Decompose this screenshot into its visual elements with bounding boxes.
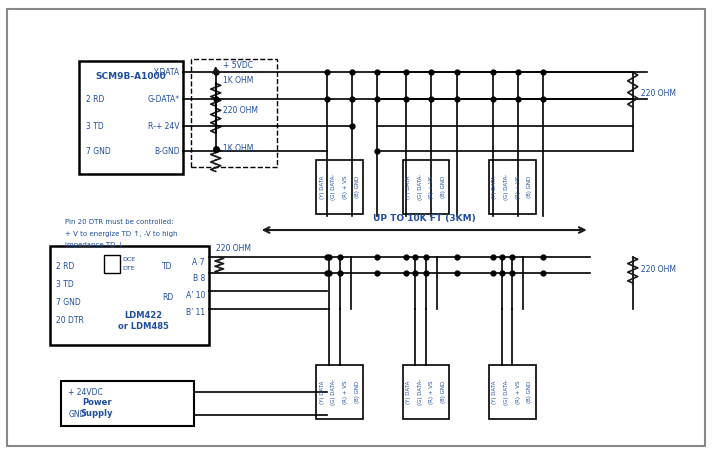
Text: (B) GND: (B) GND xyxy=(354,381,360,404)
Text: (Y) DATA: (Y) DATA xyxy=(406,175,411,199)
Text: (R) + VS: (R) + VS xyxy=(516,381,521,404)
Text: + 24VDC: + 24VDC xyxy=(68,388,103,397)
FancyBboxPatch shape xyxy=(104,255,120,273)
Text: 2 RD: 2 RD xyxy=(86,95,105,104)
Text: DTE: DTE xyxy=(122,266,135,271)
Text: B 8: B 8 xyxy=(193,274,205,283)
Text: 220 OHM: 220 OHM xyxy=(641,89,677,98)
FancyBboxPatch shape xyxy=(489,160,536,214)
Text: R-+ 24V: R-+ 24V xyxy=(148,122,180,131)
Text: 20 DTR: 20 DTR xyxy=(56,316,84,325)
FancyBboxPatch shape xyxy=(316,160,363,214)
Text: B-GND: B-GND xyxy=(154,147,180,156)
FancyBboxPatch shape xyxy=(316,365,363,419)
Text: 7 GND: 7 GND xyxy=(56,298,81,307)
FancyBboxPatch shape xyxy=(79,61,183,174)
Text: 1K OHM: 1K OHM xyxy=(223,76,253,85)
Text: (R) + VS: (R) + VS xyxy=(429,381,434,404)
Text: (B) GND: (B) GND xyxy=(441,381,446,404)
Text: (G) DATA-: (G) DATA- xyxy=(331,174,336,200)
Text: A 7: A 7 xyxy=(193,258,205,267)
Text: + 5VDC: + 5VDC xyxy=(223,61,253,70)
Text: 2 RD: 2 RD xyxy=(56,262,75,271)
FancyBboxPatch shape xyxy=(61,381,194,426)
Text: A' 10: A' 10 xyxy=(186,291,205,300)
Text: (G) DATA-: (G) DATA- xyxy=(504,174,509,200)
Text: DCE: DCE xyxy=(122,257,135,262)
Text: (R) + VS: (R) + VS xyxy=(343,175,348,199)
Text: LDM422: LDM422 xyxy=(124,311,163,320)
Text: (Y) DATA: (Y) DATA xyxy=(320,381,325,404)
Text: 220 OHM: 220 OHM xyxy=(641,265,677,274)
FancyBboxPatch shape xyxy=(489,365,536,419)
Text: Y-DATA: Y-DATA xyxy=(154,68,180,77)
FancyBboxPatch shape xyxy=(50,246,209,345)
Text: (B) GND: (B) GND xyxy=(441,176,446,198)
Text: 1K OHM: 1K OHM xyxy=(223,144,253,153)
Text: Power
Supply: Power Supply xyxy=(81,398,114,418)
Text: UP TO 10K FT (3KM): UP TO 10K FT (3KM) xyxy=(373,214,475,223)
Text: 7 GND: 7 GND xyxy=(86,147,111,156)
Text: Pin 20 DTR must be controlled:: Pin 20 DTR must be controlled: xyxy=(65,220,173,226)
FancyBboxPatch shape xyxy=(403,365,449,419)
Text: (Y) DATA: (Y) DATA xyxy=(493,381,498,404)
Text: (Y) DATA: (Y) DATA xyxy=(493,175,498,199)
Text: G-DATA*: G-DATA* xyxy=(147,95,180,104)
Text: (Y) DATA: (Y) DATA xyxy=(320,175,325,199)
FancyBboxPatch shape xyxy=(403,160,449,214)
Text: (G) DATA-: (G) DATA- xyxy=(418,174,423,200)
Text: (B) GND: (B) GND xyxy=(527,381,532,404)
Text: impedance TD ↓: impedance TD ↓ xyxy=(65,242,123,248)
Text: (B) GND: (B) GND xyxy=(527,176,532,198)
FancyBboxPatch shape xyxy=(7,9,705,446)
Text: SCM9B-A1000: SCM9B-A1000 xyxy=(96,72,167,81)
Text: GND: GND xyxy=(68,410,86,419)
Text: (Y) DATA: (Y) DATA xyxy=(406,381,411,404)
Text: TD: TD xyxy=(162,262,173,271)
Text: (G) DATA-: (G) DATA- xyxy=(504,379,509,405)
Text: RD: RD xyxy=(162,293,173,302)
Text: (B) GND: (B) GND xyxy=(354,176,360,198)
Text: (G) DATA-: (G) DATA- xyxy=(418,379,423,405)
Text: 3 TD: 3 TD xyxy=(56,280,74,289)
Text: 220 OHM: 220 OHM xyxy=(223,106,258,115)
Text: or LDM485: or LDM485 xyxy=(119,322,169,331)
Text: 220 OHM: 220 OHM xyxy=(216,244,251,253)
Text: (G) DATA-: (G) DATA- xyxy=(331,379,336,405)
Text: + V to energize TD ↑, -V to high: + V to energize TD ↑, -V to high xyxy=(65,230,177,237)
Text: (R) + VS: (R) + VS xyxy=(429,175,434,199)
Text: 3 TD: 3 TD xyxy=(86,122,104,131)
Text: B' 11: B' 11 xyxy=(186,308,205,317)
Text: (R) + VS: (R) + VS xyxy=(516,175,521,199)
Text: (R) + VS: (R) + VS xyxy=(343,381,348,404)
